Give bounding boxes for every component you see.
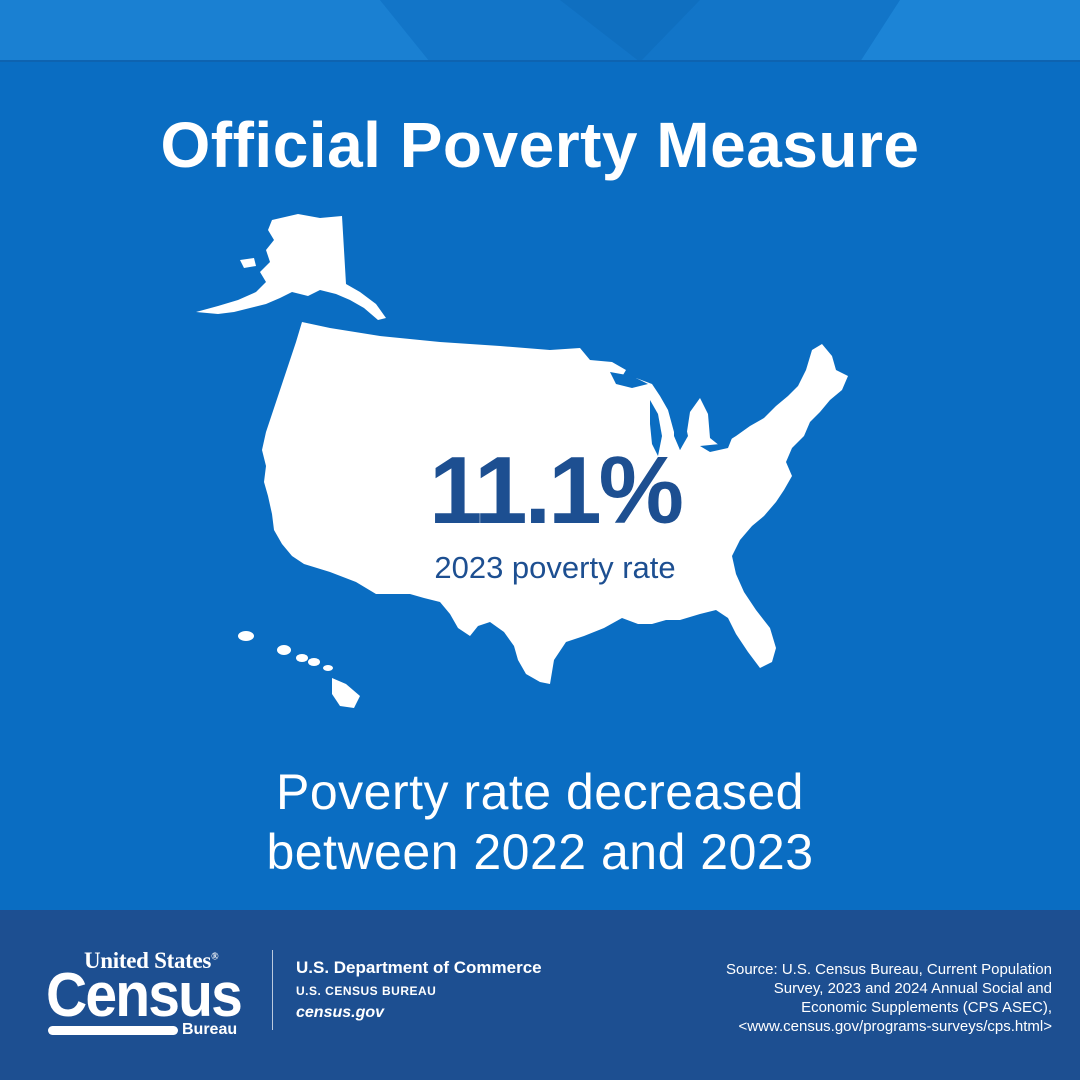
banner-pattern (0, 0, 1080, 60)
us-map (180, 200, 880, 720)
headline-line-1: Poverty rate decreased (276, 764, 804, 820)
logo-bureau: Bureau (182, 1021, 238, 1038)
source-citation: Source: U.S. Census Bureau, Current Popu… (632, 960, 1052, 1036)
poverty-rate-value: 11.1% (429, 437, 684, 544)
website-link[interactable]: census.gov (296, 1004, 385, 1021)
page-title: Official Poverty Measure (160, 109, 920, 181)
contiguous-us-shape (262, 322, 848, 684)
poverty-rate-caption: 2023 poverty rate (434, 550, 676, 585)
hawaii-icon (238, 631, 360, 708)
headline: Poverty rate decreased between 2022 and … (0, 762, 1080, 882)
us-map-icon (196, 214, 848, 708)
logo-underline (48, 1026, 178, 1035)
source-line: Survey, 2023 and 2024 Annual Social and (773, 980, 1052, 997)
bureau-name: U.S. CENSUS BUREAU (296, 984, 437, 998)
logo-census-wordmark: Census (46, 961, 243, 1030)
census-logo[interactable]: United States® Census Bureau (46, 948, 256, 1048)
source-line: Source: U.S. Census Bureau, Current Popu… (725, 961, 1052, 978)
alaska-icon (196, 214, 386, 320)
top-banner (0, 0, 1080, 62)
department-block: U.S. Department of Commerce U.S. CENSUS … (296, 958, 542, 1022)
headline-line-2: between 2022 and 2023 (266, 824, 814, 880)
source-line: Economic Supplements (CPS ASEC), (801, 999, 1052, 1016)
department-name: U.S. Department of Commerce (296, 958, 542, 977)
source-link[interactable]: <www.census.gov/programs-surveys/cps.htm… (738, 1018, 1052, 1035)
footer: United States® Census Bureau U.S. Depart… (0, 910, 1080, 1080)
footer-divider (272, 950, 273, 1030)
logo-united-states: United States® (84, 948, 219, 973)
